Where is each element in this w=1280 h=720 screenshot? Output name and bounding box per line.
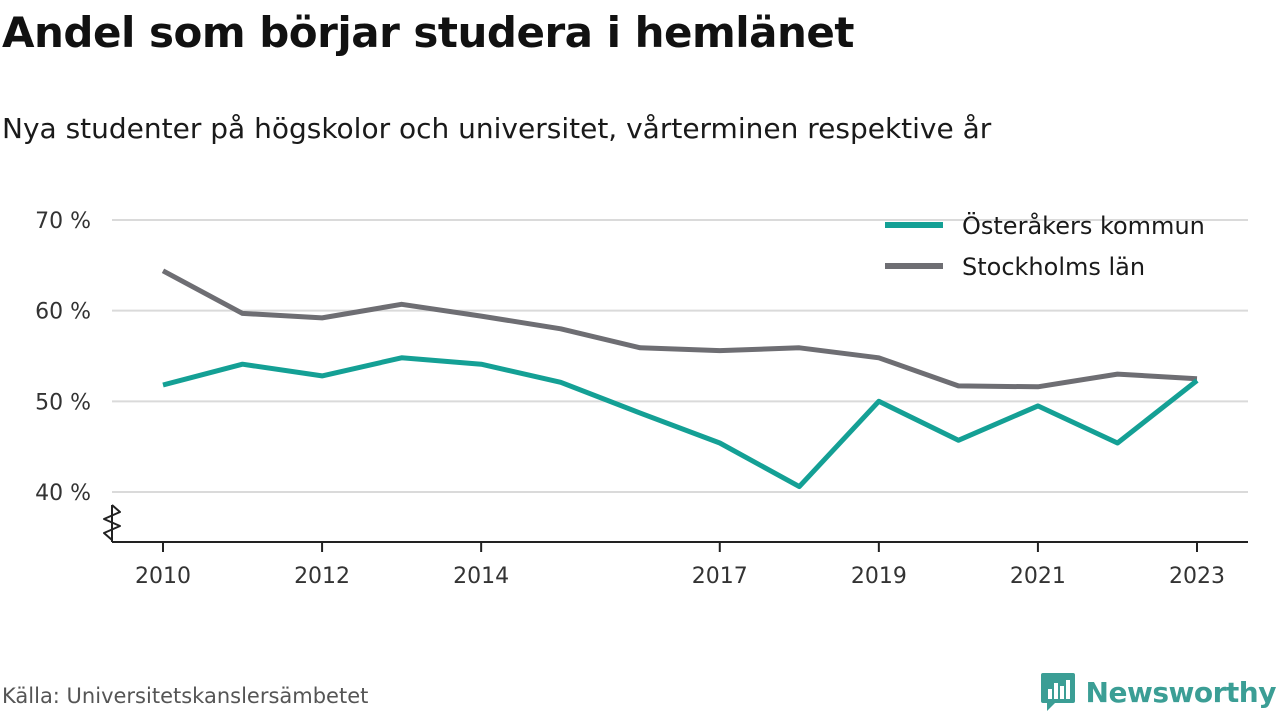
legend-label-0: Österåkers kommun	[962, 211, 1205, 240]
chart-subtitle: Nya studenter på högskolor och universit…	[2, 112, 992, 145]
y-axis-break	[103, 504, 121, 541]
y-tick-label-60: 60 %	[35, 300, 91, 325]
source-note: Källa: Universitetskanslersämbetet	[2, 684, 369, 708]
x-tick-label-2017: 2017	[692, 564, 748, 589]
x-tick-label-2010: 2010	[135, 564, 191, 589]
legend-label-1: Stockholms län	[962, 253, 1145, 281]
axes: 40 % 50 % 60 % 70 % 2010 2012 2014 2017 2019 2021…	[35, 209, 1248, 589]
y-tick-label-70: 70 %	[35, 209, 91, 234]
x-tick-label-2019: 2019	[851, 564, 907, 589]
series-line-0	[162, 355, 1199, 490]
y-tick-label-50: 50 %	[35, 390, 91, 415]
x-tick-label-2014: 2014	[453, 564, 509, 589]
x-tick-label-2012: 2012	[294, 564, 350, 589]
series-lines	[161, 268, 1199, 490]
brand-name: Newsworthy	[1085, 675, 1277, 709]
brand-logo: Newsworthy	[1040, 670, 1277, 714]
newsworthy-logo-icon	[1040, 673, 1075, 711]
series-line-1	[161, 268, 1198, 390]
chart-title: Andel som börjar studera i hemlänet	[2, 8, 855, 57]
legend: Österåkers kommun Stockholms län	[885, 211, 1205, 281]
gridlines	[112, 219, 1248, 493]
y-tick-label-40: 40 %	[35, 481, 91, 506]
x-tick-label-2023: 2023	[1169, 564, 1225, 589]
x-tick-label-2021: 2021	[1010, 564, 1066, 589]
